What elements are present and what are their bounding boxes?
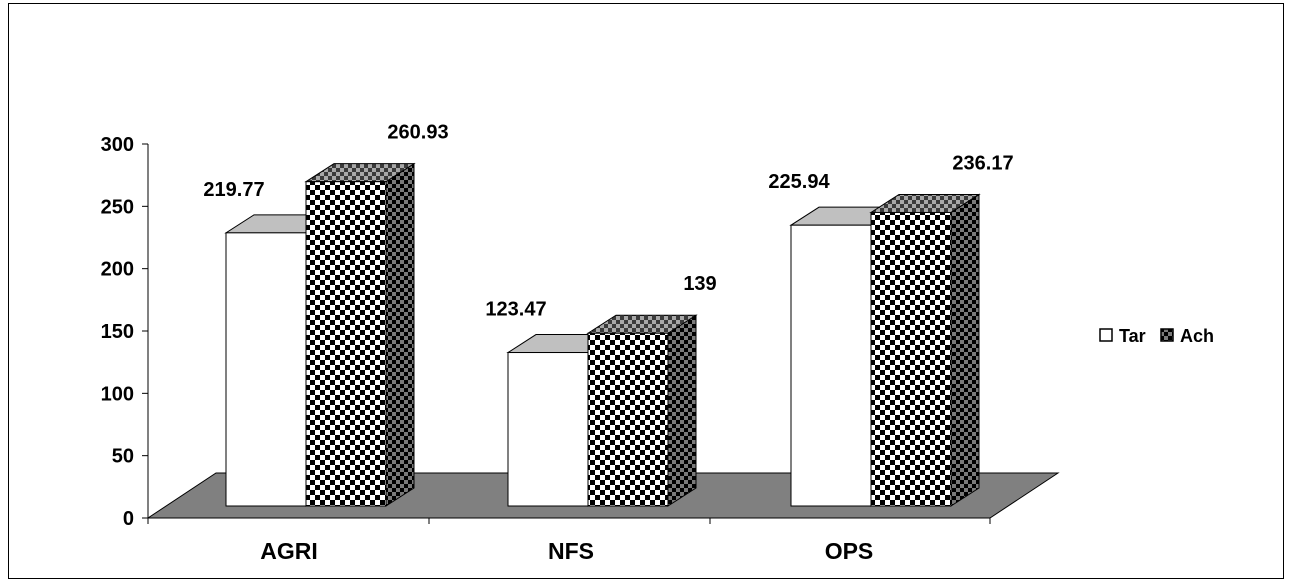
category-label-agri: AGRI	[260, 538, 318, 564]
bar-ach-agri	[305, 181, 387, 507]
y-tick-label: 0	[123, 508, 134, 530]
y-tick-label: 200	[101, 259, 134, 281]
bar-tar-ops	[790, 224, 872, 507]
legend-label-tar: Tar	[1119, 326, 1146, 346]
bar-side-ach-nfs	[667, 314, 697, 507]
legend-item-ach: Ach	[1160, 326, 1214, 346]
y-tick-label: 100	[101, 383, 134, 405]
bar-side-ach-agri	[385, 162, 415, 507]
category-label-nfs: NFS	[548, 538, 594, 564]
data-label-tar-nfs: 123.47	[485, 299, 546, 321]
y-tick-label: 300	[101, 134, 134, 156]
data-label-tar-agri: 219.77	[203, 179, 264, 201]
bar-ach-nfs	[587, 332, 669, 507]
data-label-ach-nfs: 139	[683, 273, 716, 295]
bar-tar-nfs	[507, 352, 589, 507]
category-label-ops: OPS	[825, 538, 874, 564]
data-label-tar-ops: 225.94	[768, 171, 830, 193]
y-tick-label: 150	[101, 321, 134, 343]
y-tick-label: 50	[112, 446, 134, 468]
bar-ach-ops	[870, 211, 952, 507]
legend-swatch-ach	[1160, 328, 1174, 342]
bar-tar-agri	[225, 232, 307, 507]
bar-side-ach-ops	[950, 193, 980, 507]
y-tick-label: 250	[101, 196, 134, 218]
legend-item-tar: Tar	[1099, 326, 1146, 346]
data-label-ach-agri: 260.93	[387, 122, 448, 144]
legend-swatch-tar	[1099, 328, 1113, 342]
legend: Tar Ach	[1099, 326, 1214, 346]
legend-label-ach: Ach	[1180, 326, 1214, 346]
data-label-ach-ops: 236.17	[952, 152, 1013, 174]
